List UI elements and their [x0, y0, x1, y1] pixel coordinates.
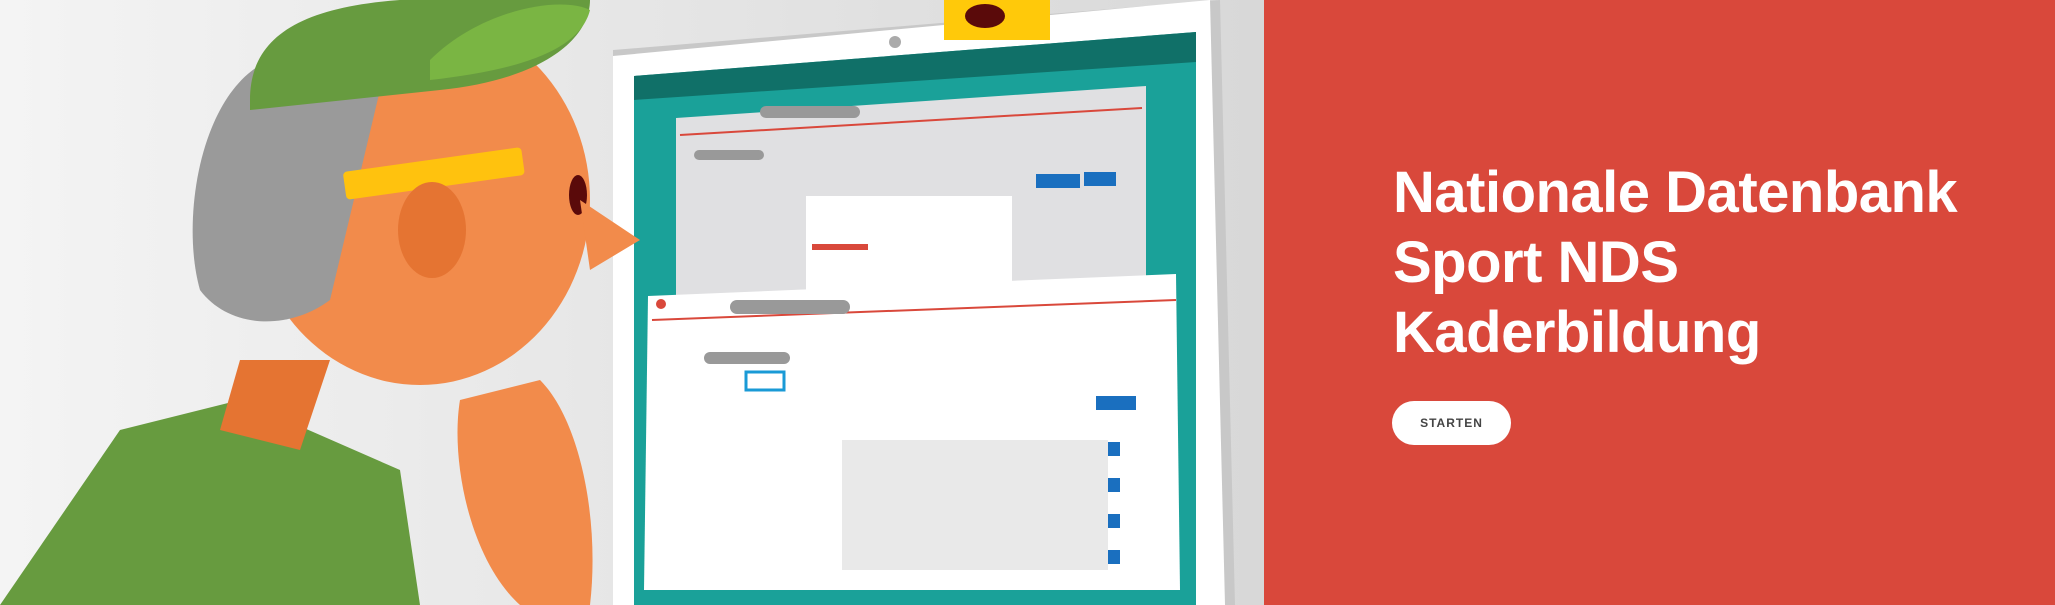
hair: [192, 60, 380, 322]
hand: [457, 380, 593, 605]
pencil-icon: [343, 147, 525, 200]
back-window: [676, 86, 1146, 300]
shirt: [0, 400, 420, 605]
nose: [580, 200, 640, 270]
hero-illustration: [0, 0, 1264, 605]
front-window: [644, 274, 1180, 590]
hero-title: Nationale Datenbank Sport NDS Kaderbildu…: [1393, 158, 1958, 368]
swiss-cross-logo: [656, 299, 666, 309]
webcam: [889, 36, 901, 48]
hero-panel: Nationale Datenbank Sport NDS Kaderbildu…: [1264, 0, 2055, 605]
hero-title-line: Kaderbildung: [1393, 300, 1761, 365]
hero-title-line: Sport NDS: [1393, 230, 1679, 295]
hero-title-line: Nationale Datenbank: [1393, 160, 1958, 225]
start-button[interactable]: STARTEN: [1392, 401, 1511, 445]
person: [0, 0, 640, 605]
ear: [398, 182, 466, 278]
